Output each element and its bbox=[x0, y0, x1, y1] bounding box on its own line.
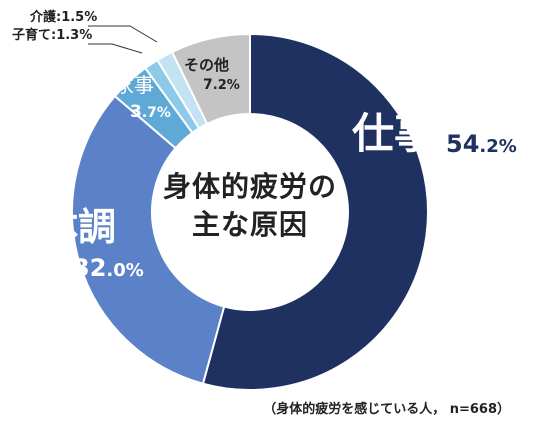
center-title-line-2: 主な原因 bbox=[191, 208, 308, 241]
leader-line-slice-4 bbox=[88, 25, 158, 43]
center-title-line-1: 身体的疲労の bbox=[162, 170, 337, 203]
label-slice-2: 家事 bbox=[114, 73, 154, 97]
slice-1 bbox=[71, 94, 226, 385]
label-slice-0: 仕事 bbox=[352, 109, 436, 158]
slice-0 bbox=[201, 32, 429, 391]
value-slice-5: 7.2% bbox=[203, 77, 240, 93]
value-box-slice-0 bbox=[432, 126, 524, 160]
label-slice-1: 体調 bbox=[40, 205, 116, 249]
sample-note: （身体的疲労を感じている人， n=668） bbox=[263, 402, 510, 417]
label-slice-4: 介護:1.5% bbox=[29, 9, 97, 25]
label-slice-3: 子育て:1.3% bbox=[12, 27, 92, 43]
label-slice-5: その他 bbox=[184, 56, 229, 74]
value-slice-0: 54.2% bbox=[446, 130, 517, 158]
leader-line-slice-3 bbox=[88, 43, 143, 54]
value-slice-2: 3.7% bbox=[130, 102, 171, 122]
value-slice-1: 32.0% bbox=[73, 254, 144, 282]
slice-5 bbox=[170, 32, 251, 126]
